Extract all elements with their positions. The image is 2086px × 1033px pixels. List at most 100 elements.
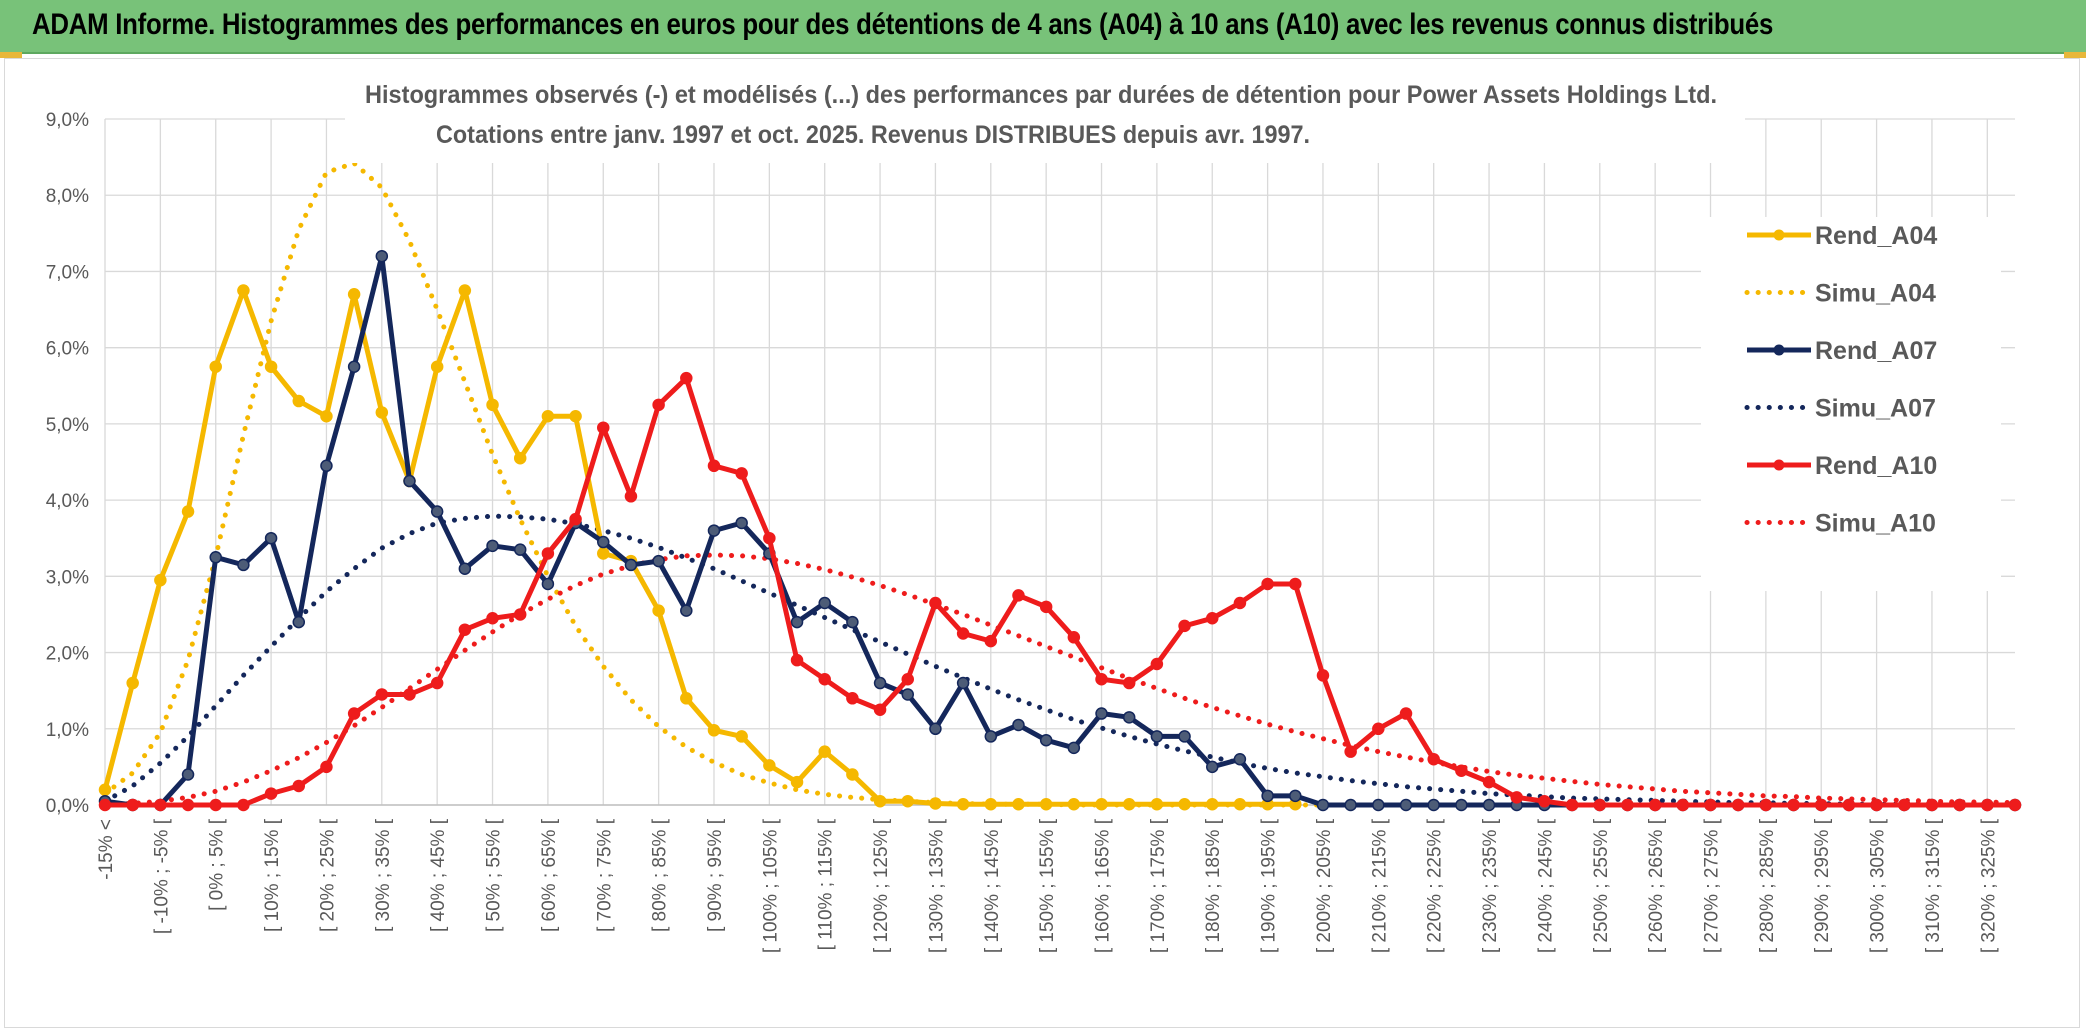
legend-label: Rend_A10 — [1815, 452, 1937, 480]
report-title: ADAM Informe. Histogrammes des performan… — [32, 8, 1774, 41]
data-point — [126, 798, 139, 812]
data-point — [1372, 798, 1385, 812]
data-point — [430, 505, 444, 518]
data-point — [264, 787, 278, 800]
x-tick-label: [ 270% ; 275% [ — [1702, 818, 1723, 953]
data-point — [458, 623, 472, 636]
x-tick-label: [ 310% ; 315% [ — [1923, 818, 1944, 953]
legend-label: Rend_A04 — [1815, 222, 1937, 250]
data-point — [430, 676, 444, 690]
data-point — [1593, 798, 1607, 812]
legend-marker — [1773, 344, 1785, 356]
data-point — [1122, 797, 1136, 811]
data-point — [98, 783, 112, 797]
x-tick-label: [ 100% ; 105% [ — [760, 818, 781, 953]
x-tick-label: [ 240% ; 245% [ — [1535, 818, 1556, 953]
chart-area: 0,0% 1,0% 2,0% 3,0% 4,0% 5,0% 6,0% 7,0% 8,0% 9,0%… — [4, 58, 2080, 1028]
x-tick-label: [ 80% ; 85% [ — [650, 818, 671, 932]
x-tick-label: [ 180% ; 185% [ — [1203, 818, 1224, 953]
data-point — [1233, 753, 1247, 766]
data-point — [1067, 741, 1081, 755]
data-point — [1316, 798, 1330, 812]
data-point — [846, 692, 859, 705]
data-point — [873, 703, 887, 716]
data-point — [1787, 798, 1800, 812]
data-point — [1842, 798, 1856, 812]
data-point — [735, 730, 748, 743]
data-point — [1233, 797, 1247, 811]
data-point — [901, 794, 915, 808]
data-point — [984, 634, 998, 648]
data-point — [375, 249, 389, 263]
data-point — [818, 672, 831, 686]
data-point — [1953, 798, 1966, 812]
data-point — [1455, 798, 1468, 812]
x-tick-label: [ 280% ; 285% [ — [1757, 818, 1778, 953]
corner-accent-left — [0, 52, 22, 58]
data-point — [347, 288, 361, 301]
legend-label: Simu_A04 — [1815, 280, 1936, 308]
data-point — [901, 688, 915, 701]
data-point — [1205, 760, 1219, 774]
data-point — [1316, 669, 1330, 682]
series-line — [102, 288, 1296, 807]
data-point — [430, 360, 444, 373]
data-point — [320, 459, 333, 473]
data-point — [1150, 797, 1164, 811]
data-point — [680, 604, 693, 617]
data-point — [680, 371, 693, 385]
data-point — [1870, 798, 1883, 812]
data-point — [1399, 707, 1413, 720]
corner-accent-right — [2064, 52, 2086, 58]
data-point — [1344, 798, 1357, 812]
data-point — [818, 745, 831, 758]
data-point — [790, 615, 804, 629]
x-tick-label: [ 200% ; 205% [ — [1314, 818, 1335, 953]
data-point — [154, 798, 167, 812]
data-point — [1150, 730, 1164, 743]
data-point — [707, 459, 721, 473]
data-point — [597, 421, 610, 434]
data-point — [513, 608, 527, 621]
data-point — [846, 768, 859, 781]
data-point — [1344, 745, 1357, 758]
x-tick-label: [ -10% ; -5% [ — [151, 818, 172, 934]
data-point — [126, 676, 139, 690]
x-tick-label: [ 220% ; 225% [ — [1425, 818, 1446, 953]
title-background — [345, 63, 1745, 163]
report-banner: ADAM Informe. Histogrammes des performan… — [0, 0, 2086, 54]
legend-item-simu-a10: Simu_A10 — [1744, 510, 1936, 538]
data-point — [956, 676, 970, 690]
data-point — [873, 676, 887, 690]
y-axis-ticks: 0,0% 1,0% 2,0% 3,0% 4,0% 5,0% 6,0% 7,0% 8,0% 9,0% — [46, 110, 89, 817]
x-axis-ticks: -15% < [ -10% ; -5% [[ 0% ; 5% [[ 10% ; 1… — [96, 818, 1999, 953]
data-point — [541, 577, 555, 591]
data-point — [347, 360, 361, 373]
data-point — [320, 760, 333, 774]
data-point — [403, 688, 416, 701]
data-point — [181, 505, 195, 518]
legend-item-rend-a04: Rend_A04 — [1747, 222, 1937, 250]
data-point — [1621, 798, 1634, 812]
x-tick-label: [ 50% ; 55% [ — [484, 818, 505, 932]
y-tick-label: 0,0% — [46, 796, 89, 817]
data-point — [98, 798, 112, 812]
data-point — [624, 558, 638, 572]
chart-subtitle: Cotations entre janv. 1997 et oct. 2025.… — [436, 121, 1310, 149]
data-point — [458, 284, 472, 297]
data-point — [1455, 764, 1468, 777]
legend-item-rend-a10: Rend_A10 — [1747, 452, 1937, 480]
x-tick-label: -15% < — [96, 819, 117, 880]
x-tick-label: [ 150% ; 155% [ — [1037, 818, 1058, 953]
y-tick-label: 2,0% — [46, 644, 89, 665]
data-point — [513, 451, 527, 465]
data-point — [1676, 798, 1690, 812]
data-point — [264, 360, 278, 373]
data-point — [292, 779, 306, 793]
series-line — [105, 375, 2015, 808]
x-tick-label: [ 230% ; 235% [ — [1480, 818, 1501, 953]
x-tick-label: [ 290% ; 295% [ — [1812, 818, 1833, 953]
data-point — [320, 410, 333, 423]
y-tick-label: 3,0% — [46, 567, 89, 588]
data-point — [929, 722, 942, 736]
